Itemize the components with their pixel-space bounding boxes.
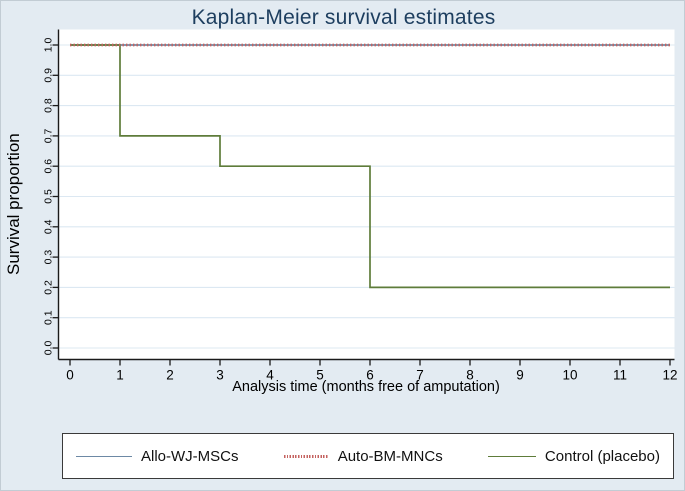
- legend-box: Allo-WJ-MSCs Auto-BM-MNCs Control (place…: [62, 433, 674, 479]
- red-dotted-line-sample: [283, 454, 329, 458]
- km-plot: 0.00.10.20.30.40.50.60.70.80.91.00 1 2 3 4 5 6…: [43, 29, 678, 383]
- x-tick-label: 7: [416, 368, 424, 383]
- x-tick-label: 8: [466, 368, 474, 383]
- y-axis-title: Survival proportion: [4, 133, 23, 275]
- chart-title: Kaplan-Meier survival estimates: [191, 6, 496, 29]
- legend-label: Control (placebo): [544, 447, 660, 465]
- x-tick-label: 4: [266, 368, 274, 383]
- x-tick-label: 6: [366, 368, 374, 383]
- x-tick-label: 10: [562, 368, 577, 383]
- x-tick-label: 9: [516, 368, 524, 383]
- x-tick-label: 12: [662, 368, 677, 383]
- y-tick-label: 0.5: [43, 189, 55, 204]
- blue-solid-line-sample: [76, 455, 132, 457]
- legend-label: Allo-WJ-MSCs: [141, 447, 239, 465]
- x-tick-label: 5: [316, 368, 324, 383]
- y-tick-label: 0.3: [43, 250, 55, 265]
- y-tick-label: 0.6: [43, 159, 55, 174]
- legend-item-allo-wj-mscs: Allo-WJ-MSCs: [76, 448, 239, 465]
- legend-item-control-placebo: Control (placebo): [487, 447, 660, 465]
- y-tick-label: 0.0: [43, 341, 55, 356]
- x-tick-label: 0: [66, 368, 74, 383]
- y-tick-label: 0.4: [43, 219, 55, 234]
- y-tick-label: 0.9: [43, 68, 55, 83]
- x-axis-title: Analysis time (months free of amputation…: [232, 379, 500, 395]
- x-tick-label: 3: [216, 368, 224, 383]
- legend-item-auto-bm-mncs: Auto-BM-MNCs: [283, 447, 443, 465]
- y-tick-label: 0.1: [43, 310, 55, 325]
- y-tick-label: 0.2: [43, 280, 55, 295]
- x-tick-label: 1: [116, 368, 124, 383]
- series-line-control-placebo-: [70, 44, 670, 289]
- y-tick-label: 1.0: [43, 38, 55, 53]
- x-tick-label: 11: [613, 368, 627, 383]
- plot-area: [58, 29, 675, 360]
- y-tick-label: 0.8: [43, 98, 55, 113]
- legend-label: Auto-BM-MNCs: [337, 447, 443, 465]
- x-tick-label: 2: [166, 368, 174, 383]
- y-tick-label: 0.7: [43, 128, 55, 143]
- green-solid-line-sample: [487, 455, 536, 457]
